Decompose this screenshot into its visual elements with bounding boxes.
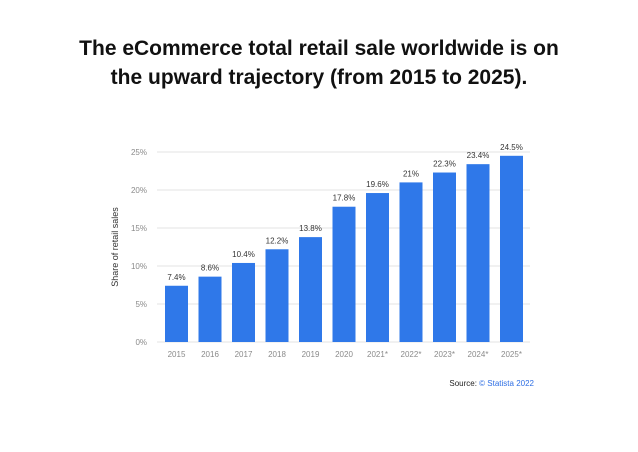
source-link[interactable]: © Statista 2022 — [479, 379, 534, 388]
y-tick-label: 15% — [131, 224, 147, 233]
y-axis-ticks: 0% 5% 10% 15% 20% 25% — [131, 148, 147, 347]
y-axis-label: Share of retail sales — [110, 207, 120, 287]
source-label: Source: — [449, 379, 477, 388]
data-labels: 7.4% 8.6% 10.4% 12.2% 13.8% 17.8% 19.6% 21% 22.3… — [167, 143, 522, 282]
y-tick-label: 5% — [135, 300, 147, 309]
data-label: 24.5% — [500, 143, 523, 152]
data-label: 17.8% — [333, 194, 356, 203]
x-axis-ticks: 2015 2016 2017 2018 2019 2020 2021* 2022* 2023* 2… — [168, 350, 522, 359]
bar — [232, 262, 255, 342]
x-tick-label: 2019 — [302, 350, 320, 359]
y-tick-label: 10% — [131, 262, 147, 271]
bar — [366, 193, 389, 342]
x-tick-label: 2015 — [168, 350, 186, 359]
data-label: 12.2% — [266, 236, 289, 245]
bar — [399, 182, 423, 342]
chart-title-line-1: The eCommerce total retail sale worldwid… — [79, 37, 559, 60]
y-tick-label: 20% — [131, 186, 147, 195]
y-tick-label: 25% — [131, 148, 147, 157]
x-tick-label: 2016 — [201, 350, 219, 359]
chart-title-line-2: the upward trajectory (from 2015 to 2025… — [110, 66, 528, 89]
bar — [299, 237, 322, 342]
bar — [198, 276, 222, 342]
source-note: Source: © Statista 2022 — [449, 379, 534, 388]
data-label: 23.4% — [467, 151, 490, 160]
y-tick-label: 0% — [135, 338, 147, 347]
data-label: 21% — [403, 169, 419, 178]
bar — [332, 206, 356, 342]
data-label: 13.8% — [299, 224, 322, 233]
bar — [265, 249, 289, 342]
bar — [165, 285, 188, 342]
bars — [165, 155, 523, 342]
data-label: 22.3% — [433, 160, 456, 169]
data-label: 8.6% — [201, 264, 219, 273]
bar — [466, 164, 490, 342]
chart-title: The eCommerce total retail sale worldwid… — [0, 34, 638, 92]
x-tick-label: 2018 — [268, 350, 286, 359]
data-label: 19.6% — [366, 180, 389, 189]
x-tick-label: 2022* — [401, 350, 422, 359]
x-tick-label: 2025* — [501, 350, 522, 359]
x-tick-label: 2024* — [468, 350, 489, 359]
x-tick-label: 2017 — [235, 350, 253, 359]
x-tick-label: 2023* — [434, 350, 455, 359]
x-tick-label: 2021* — [367, 350, 388, 359]
data-label: 10.4% — [232, 250, 255, 259]
bar — [500, 155, 523, 342]
bar — [433, 172, 456, 342]
data-label: 7.4% — [167, 273, 185, 282]
x-tick-label: 2020 — [335, 350, 353, 359]
